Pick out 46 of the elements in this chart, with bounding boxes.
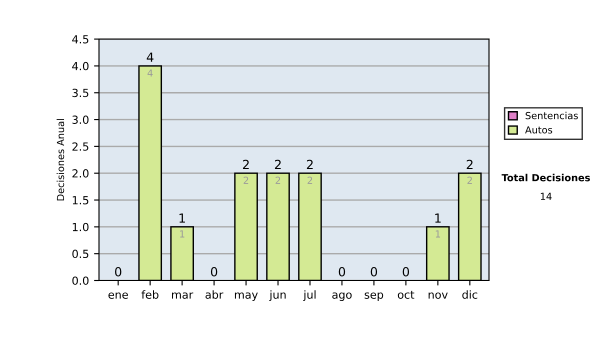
y-tick-label: 0.5 bbox=[72, 250, 88, 258]
data-label: 2 bbox=[467, 176, 472, 184]
total-label: 0 bbox=[402, 267, 410, 276]
y-tick-label: 3.0 bbox=[72, 116, 89, 124]
total-label: 0 bbox=[210, 267, 218, 276]
y-tick-label: 0.0 bbox=[72, 276, 89, 285]
total-label: 0 bbox=[115, 267, 122, 276]
y-tick-label: 3.5 bbox=[72, 88, 88, 98]
y-tick-label: 4.0 bbox=[72, 62, 89, 70]
y-tick-label: 1.0 bbox=[72, 222, 89, 232]
legend-label: Sentencias bbox=[526, 112, 578, 120]
x-tick-label: ago bbox=[332, 292, 352, 301]
y-tick-label: 2.5 bbox=[72, 142, 88, 151]
data-label: 1 bbox=[180, 230, 184, 238]
y-tick-label: 2.0 bbox=[72, 169, 89, 178]
y-tick-label: 4.5 bbox=[72, 35, 88, 44]
total-label: 2 bbox=[306, 160, 313, 169]
x-tick-label: dic bbox=[462, 290, 478, 299]
legend-label: Autos bbox=[525, 126, 552, 134]
x-tick-label: sep bbox=[364, 292, 384, 301]
total-label: 4 bbox=[146, 52, 154, 62]
total-label: 2 bbox=[466, 160, 473, 169]
data-label: 2 bbox=[276, 176, 280, 184]
total-label: 0 bbox=[370, 267, 378, 276]
data-label: 2 bbox=[244, 176, 248, 184]
x-tick-label: abr bbox=[206, 290, 224, 299]
x-tick-label: feb bbox=[142, 290, 158, 299]
total-label: 1 bbox=[435, 214, 441, 223]
y-axis-title: Decisiones Anual bbox=[56, 119, 64, 200]
total-label: 1 bbox=[180, 214, 185, 223]
x-tick-label: oct bbox=[398, 290, 414, 299]
x-tick-label: may bbox=[234, 292, 258, 301]
total-label: 2 bbox=[242, 160, 249, 169]
x-tick-label: nov bbox=[428, 292, 448, 299]
x-tick-label: mar bbox=[172, 292, 194, 299]
x-tick-label: ene bbox=[108, 292, 128, 299]
y-tick-label: 1.5 bbox=[72, 196, 88, 204]
text: Total Decisiones bbox=[502, 174, 590, 182]
total-label: 0 bbox=[338, 267, 346, 276]
data-label: 2 bbox=[308, 176, 312, 184]
x-tick-label: jun bbox=[269, 290, 286, 301]
data-label: 4 bbox=[148, 69, 153, 77]
text: 14 bbox=[540, 192, 552, 200]
x-tick-label: jul bbox=[303, 290, 316, 301]
data-label: 1 bbox=[436, 230, 440, 238]
total-label: 2 bbox=[274, 160, 281, 169]
